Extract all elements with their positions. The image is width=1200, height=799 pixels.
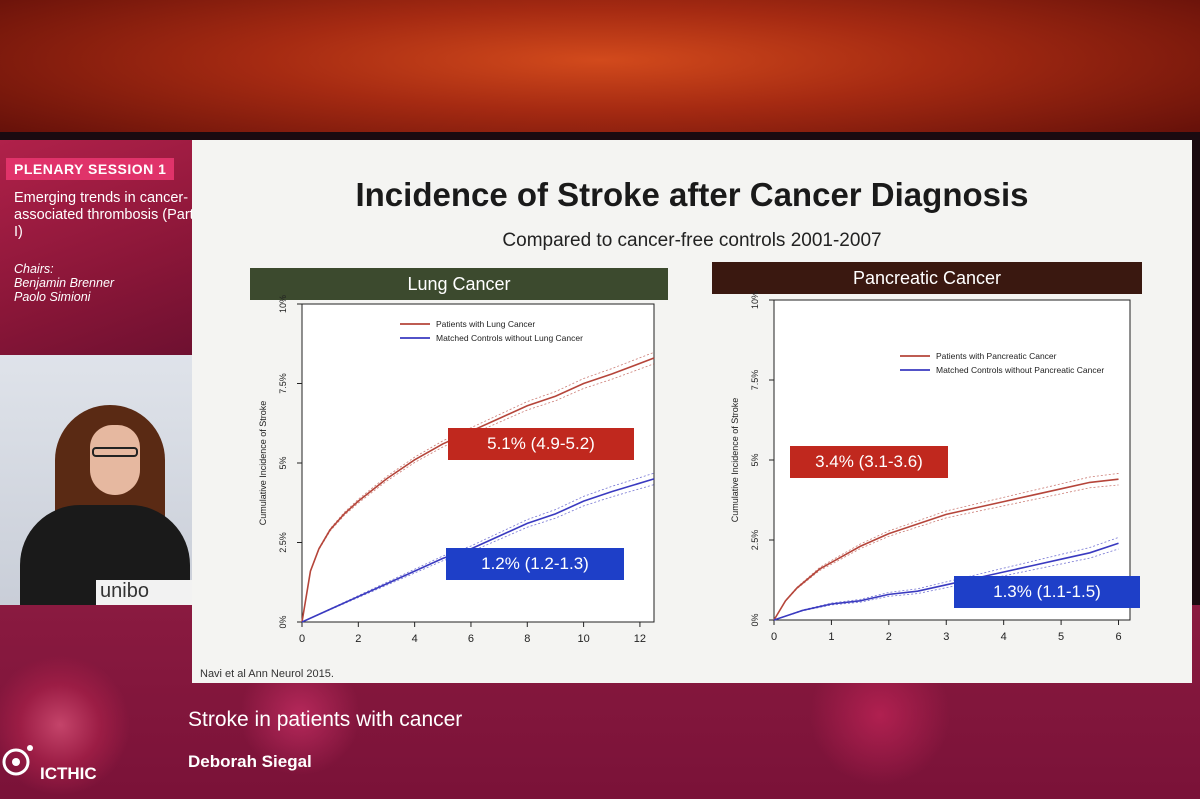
session-panel: PLENARY SESSION 1 Emerging trends in can… — [0, 140, 206, 355]
confidence-band-line — [773, 473, 1119, 621]
legend-entry: Patients with Pancreatic Cancer — [936, 351, 1057, 361]
confidence-band-line — [301, 472, 655, 623]
chairs: Chairs: Benjamin Brenner Paolo Simioni — [14, 262, 114, 304]
x-tick-label: 4 — [412, 633, 418, 645]
speaker-face — [90, 425, 140, 495]
y-tick-label: 7.5% — [750, 370, 760, 391]
x-tick-label: 5 — [1058, 631, 1064, 643]
chart-title: Lung Cancer — [250, 268, 668, 300]
x-tick-label: 6 — [1115, 631, 1121, 643]
y-tick-label: 5% — [278, 456, 288, 469]
lung-cancer-chart: Lung Cancer 0 2 4 6 8 10 12 0% 2.5% 5% 7.5% 10% Cumu… — [250, 268, 668, 656]
session-tag: PLENARY SESSION 1 — [6, 158, 175, 180]
y-axis-label: Cumulative Incidence of Stroke — [258, 401, 268, 526]
y-tick-label: 10% — [278, 295, 288, 313]
cancer-rate-label: 5.1% (4.9-5.2) — [448, 428, 634, 460]
x-tick-label: 6 — [468, 633, 474, 645]
chair-2: Paolo Simioni — [14, 290, 91, 304]
control-rate-label: 1.3% (1.1-1.5) — [954, 576, 1140, 608]
talk-title: Stroke in patients with cancer — [188, 708, 463, 731]
y-tick-label: 0% — [278, 615, 288, 628]
x-tick-label: 0 — [771, 631, 777, 643]
y-tick-label: 5% — [750, 453, 760, 466]
pancreatic-cancer-chart: Pancreatic Cancer 0 1 2 3 4 5 6 0% 2.5% 5% 7.5% 10%… — [712, 262, 1142, 654]
y-tick-label: 7.5% — [278, 373, 288, 394]
room-background — [0, 0, 1200, 150]
confidence-band-line — [301, 484, 655, 623]
series-line — [773, 478, 1119, 621]
x-tick-label: 4 — [1001, 631, 1007, 643]
chart-title: Pancreatic Cancer — [712, 262, 1142, 294]
confidence-band-line — [773, 484, 1119, 621]
lung-cancer-plot: 0 2 4 6 8 10 12 0% 2.5% 5% 7.5% 10% Cumulative Incid… — [258, 295, 655, 645]
confidence-band-line — [773, 548, 1119, 621]
icthic-logo-icon — [2, 745, 33, 776]
series-line — [773, 542, 1119, 621]
y-tick-label: 10% — [750, 291, 760, 309]
logo-text: ICTHIC — [40, 764, 97, 783]
y-tick-label: 0% — [750, 613, 760, 626]
y-axis-label: Cumulative Incidence of Stroke — [730, 398, 740, 523]
legend-entry: Patients with Lung Cancer — [436, 319, 535, 329]
legend-entry: Matched Controls without Pancreatic Canc… — [936, 365, 1104, 375]
x-tick-label: 8 — [524, 633, 530, 645]
confidence-band-line — [773, 537, 1119, 621]
x-tick-label: 1 — [828, 631, 834, 643]
citation: Navi et al Ann Neurol 2015. — [200, 668, 334, 680]
speaker-video: unibo — [0, 355, 206, 605]
confidence-band-line — [301, 351, 655, 623]
y-tick-label: 2.5% — [750, 530, 760, 551]
slide: Incidence of Stroke after Cancer Diagnos… — [192, 140, 1192, 683]
legend-entry: Matched Controls without Lung Cancer — [436, 333, 583, 343]
speaker-name: Deborah Siegal — [188, 752, 312, 771]
x-tick-label: 10 — [577, 633, 589, 645]
speaker-glasses — [92, 447, 138, 457]
slide-title: Incidence of Stroke after Cancer Diagnos… — [355, 176, 1029, 213]
podium-sign: unibo — [96, 580, 206, 605]
x-tick-label: 3 — [943, 631, 949, 643]
chair-1: Benjamin Brenner — [14, 276, 115, 290]
control-rate-label: 1.2% (1.2-1.3) — [446, 548, 624, 580]
x-tick-label: 12 — [634, 633, 646, 645]
x-tick-label: 0 — [299, 633, 305, 645]
session-title: Emerging trends in cancer-associated thr… — [14, 190, 194, 240]
slide-subtitle: Compared to cancer-free controls 2001-20… — [502, 230, 882, 251]
cancer-rate-label: 3.4% (3.1-3.6) — [790, 446, 948, 478]
chairs-label: Chairs: — [14, 262, 54, 276]
series-line — [301, 357, 655, 623]
x-tick-label: 2 — [355, 633, 361, 645]
y-tick-label: 2.5% — [278, 532, 288, 553]
x-tick-label: 2 — [886, 631, 892, 643]
